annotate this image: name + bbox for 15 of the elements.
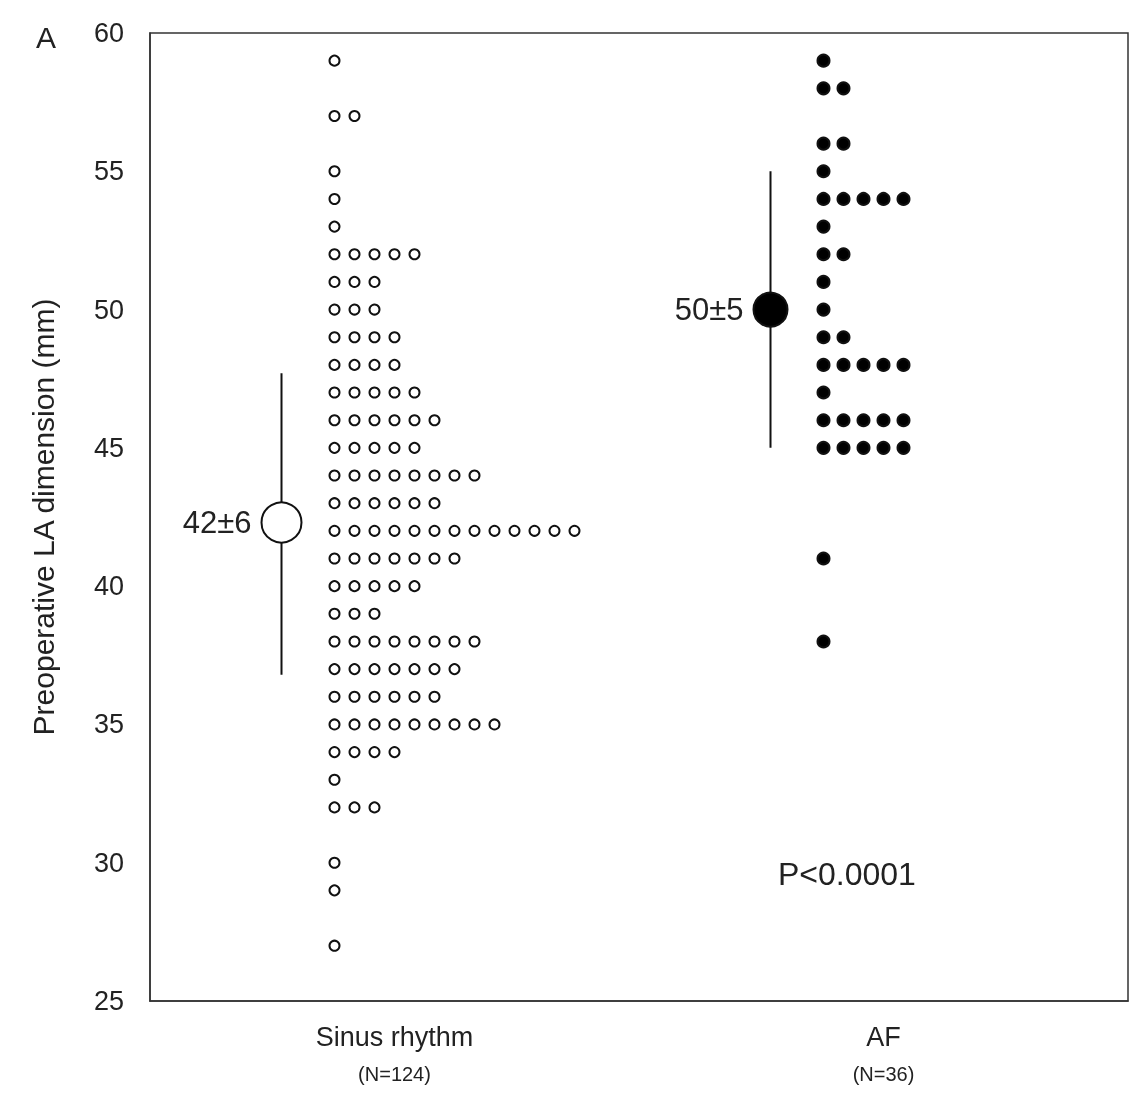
- data-label: 50±5: [674, 292, 744, 328]
- y-tick-label: 45: [93, 432, 124, 463]
- x-tick-label: AF (N=36): [852, 1022, 915, 1085]
- x-tick-label: Sinus rhythm (N=124): [315, 1022, 474, 1085]
- y-axis-title: Preoperative LA dimension (mm): [26, 298, 60, 736]
- text: A: [36, 20, 57, 54]
- y-tick-label: 35: [93, 709, 124, 740]
- y-tick-label: 30: [93, 847, 124, 878]
- data-label: 42±6: [182, 505, 252, 541]
- y-tick-label: 50: [93, 294, 124, 325]
- y-tick-label: 55: [93, 156, 124, 187]
- annotation: P<0.0001: [778, 856, 916, 892]
- y-tick-label: 25: [93, 986, 124, 1016]
- y-tick-label: 40: [93, 571, 124, 602]
- y-tick-label: 60: [93, 18, 124, 48]
